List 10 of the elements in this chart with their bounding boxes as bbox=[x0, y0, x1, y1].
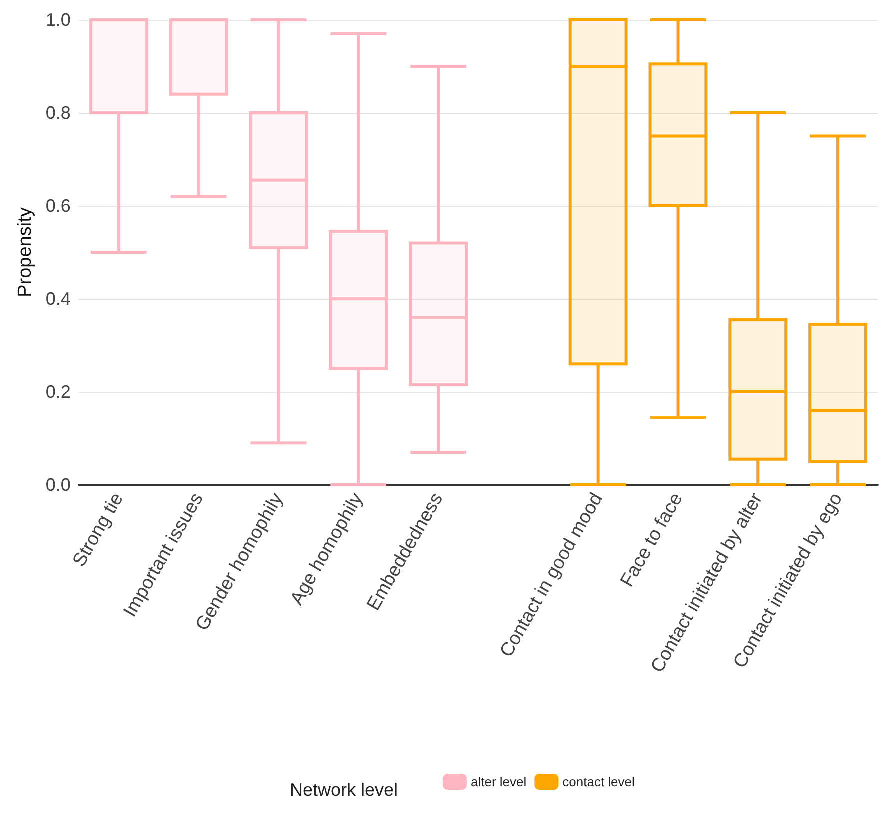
y-axis-title: Propensity bbox=[15, 207, 36, 298]
y-tick-label: 0.4 bbox=[46, 289, 71, 309]
y-tick-label: 0.6 bbox=[46, 196, 71, 216]
y-tick-label: 0.8 bbox=[46, 103, 71, 123]
legend-title: Network level bbox=[290, 780, 398, 800]
legend-label: contact level bbox=[562, 774, 636, 790]
y-tick-label: 0.0 bbox=[46, 475, 71, 495]
legend-label: alter level bbox=[471, 774, 527, 790]
y-tick-label: 1.0 bbox=[46, 10, 71, 30]
y-tick-label: 0.2 bbox=[46, 382, 71, 402]
